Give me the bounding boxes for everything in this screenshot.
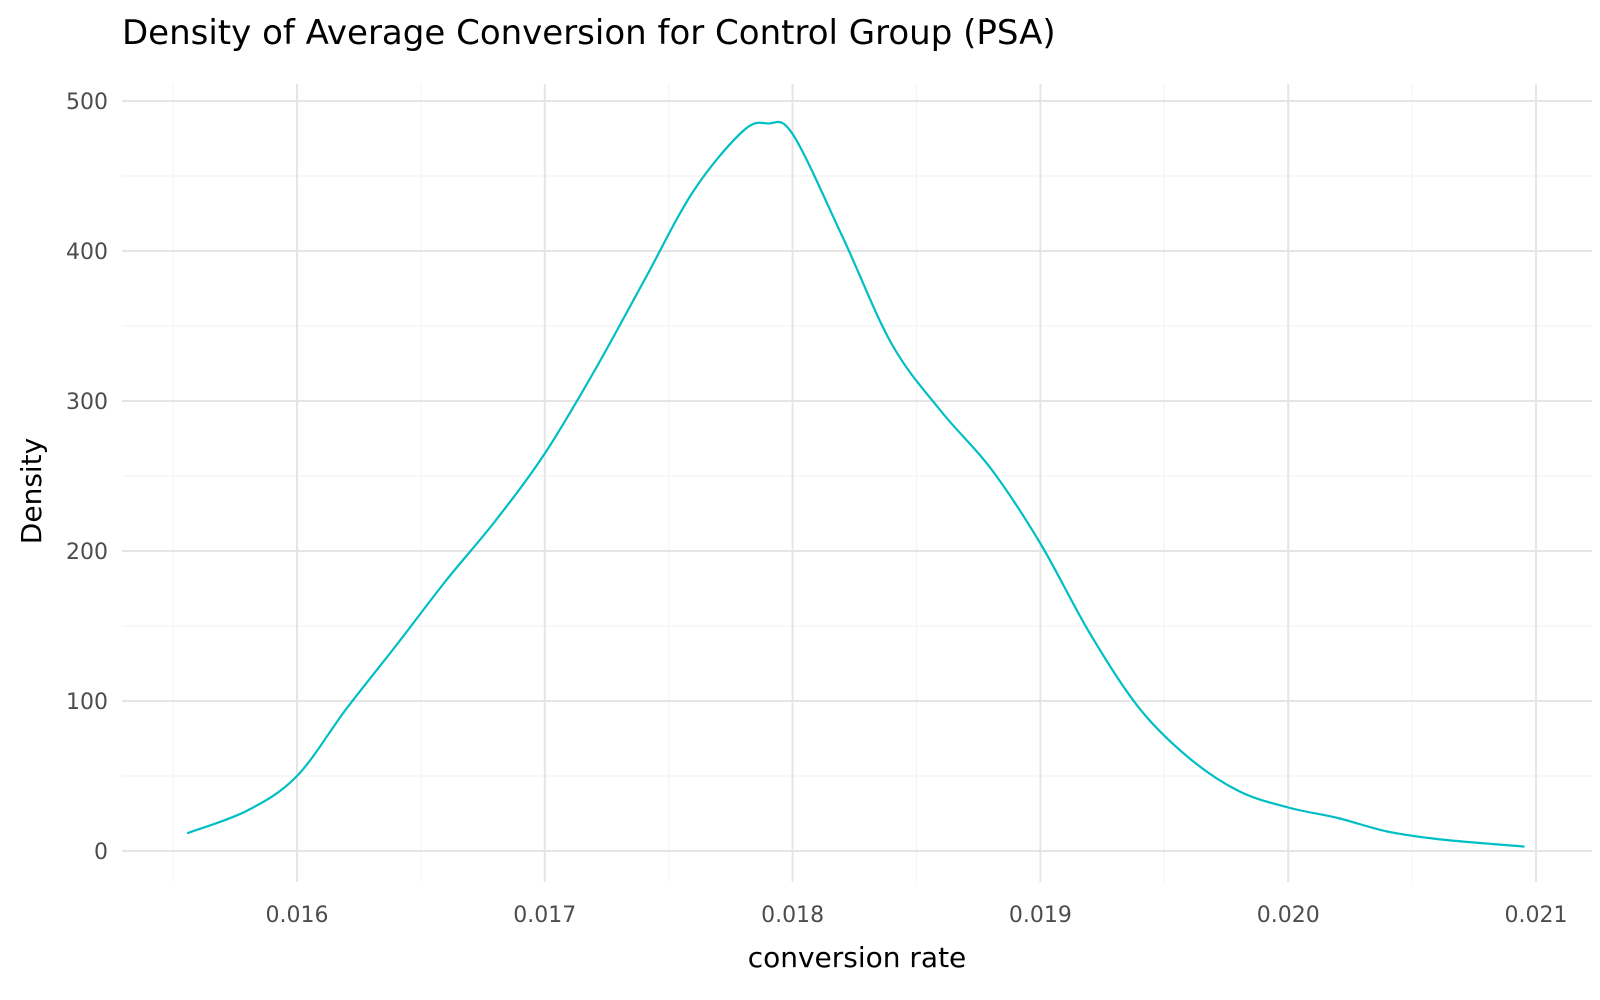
density-series xyxy=(186,120,1525,848)
y-tick-label: 200 xyxy=(66,540,108,565)
density-line xyxy=(186,120,1525,848)
major-gridlines xyxy=(122,84,1592,882)
y-tick-label: 500 xyxy=(66,90,108,115)
minor-gridlines xyxy=(122,84,1592,882)
x-tick-label: 0.018 xyxy=(761,903,824,928)
chart-title: Density of Average Conversion for Contro… xyxy=(122,13,1056,53)
y-tick-label: 400 xyxy=(66,240,108,265)
x-tick-label: 0.019 xyxy=(1009,903,1072,928)
y-axis-title: Density xyxy=(15,438,48,544)
y-tick-label: 0 xyxy=(94,840,108,865)
y-tick-label: 300 xyxy=(66,390,108,415)
x-tick-label: 0.020 xyxy=(1257,903,1320,928)
y-tick-label: 100 xyxy=(66,690,108,715)
x-tick-label: 0.021 xyxy=(1505,903,1568,928)
y-axis-ticks: 0 100 200 300 400 500 xyxy=(66,90,108,865)
x-axis-ticks: 0.016 0.017 0.018 0.019 0.020 0.021 xyxy=(266,903,1568,928)
x-tick-label: 0.016 xyxy=(266,903,329,928)
x-axis-title: conversion rate xyxy=(748,941,967,974)
x-tick-label: 0.017 xyxy=(513,903,576,928)
